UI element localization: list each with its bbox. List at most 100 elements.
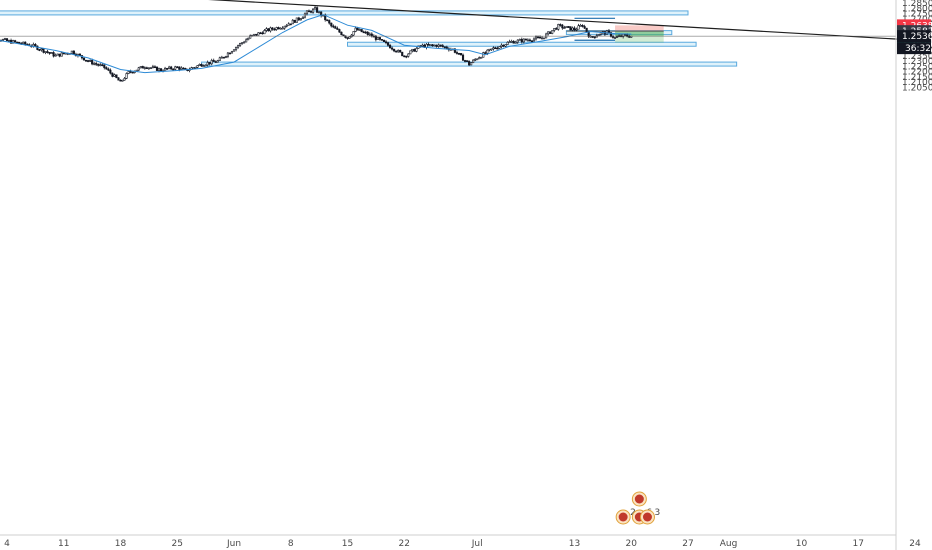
candle[interactable] bbox=[129, 71, 132, 73]
candle[interactable] bbox=[433, 44, 436, 47]
candle[interactable] bbox=[502, 44, 505, 47]
candle[interactable] bbox=[301, 16, 304, 19]
candle[interactable] bbox=[435, 44, 438, 47]
candle[interactable] bbox=[84, 59, 88, 62]
candle[interactable] bbox=[571, 27, 574, 31]
candle[interactable] bbox=[484, 52, 487, 54]
candle[interactable] bbox=[241, 42, 244, 44]
candle[interactable] bbox=[488, 48, 491, 51]
candle[interactable] bbox=[461, 54, 465, 61]
candle[interactable] bbox=[384, 41, 388, 44]
candle[interactable] bbox=[421, 44, 424, 47]
candle[interactable] bbox=[378, 37, 381, 40]
candle[interactable] bbox=[230, 50, 234, 54]
candle[interactable] bbox=[166, 67, 169, 70]
candle[interactable] bbox=[409, 50, 412, 55]
candle[interactable] bbox=[466, 60, 469, 62]
candle[interactable] bbox=[512, 40, 515, 44]
candle[interactable] bbox=[208, 62, 211, 65]
candle[interactable] bbox=[468, 61, 471, 66]
candle[interactable] bbox=[496, 47, 499, 50]
candle[interactable] bbox=[157, 68, 161, 71]
candle[interactable] bbox=[214, 61, 217, 63]
candle[interactable] bbox=[522, 38, 525, 43]
candle[interactable] bbox=[532, 38, 536, 42]
candle[interactable] bbox=[58, 53, 61, 57]
candle[interactable] bbox=[101, 64, 104, 67]
candle[interactable] bbox=[145, 67, 148, 69]
candle[interactable] bbox=[89, 60, 92, 62]
candle[interactable] bbox=[474, 58, 477, 61]
candle[interactable] bbox=[182, 67, 185, 70]
candle[interactable] bbox=[314, 7, 317, 10]
candle[interactable] bbox=[587, 31, 590, 37]
candle[interactable] bbox=[159, 68, 163, 72]
candle[interactable] bbox=[628, 36, 631, 38]
candle[interactable] bbox=[82, 57, 86, 61]
candle[interactable] bbox=[305, 10, 309, 15]
candle[interactable] bbox=[551, 30, 554, 34]
candle[interactable] bbox=[494, 47, 497, 50]
candle[interactable] bbox=[366, 31, 369, 35]
candle[interactable] bbox=[259, 32, 262, 35]
candle[interactable] bbox=[340, 31, 343, 36]
candle[interactable] bbox=[413, 48, 416, 52]
candle[interactable] bbox=[155, 66, 159, 71]
candle[interactable] bbox=[224, 56, 227, 58]
candle[interactable] bbox=[589, 36, 592, 38]
candle[interactable] bbox=[463, 60, 467, 62]
candle[interactable] bbox=[472, 59, 475, 63]
candle[interactable] bbox=[249, 35, 252, 39]
candle[interactable] bbox=[70, 50, 73, 54]
candle[interactable] bbox=[549, 31, 552, 34]
candle[interactable] bbox=[457, 52, 461, 55]
candle[interactable] bbox=[285, 25, 288, 27]
candle[interactable] bbox=[407, 53, 410, 57]
candle[interactable] bbox=[109, 69, 112, 74]
trendline[interactable] bbox=[4, 0, 932, 42]
candle[interactable] bbox=[563, 27, 566, 29]
moving-average-line[interactable] bbox=[0, 14, 632, 74]
candle[interactable] bbox=[427, 43, 430, 46]
candle[interactable] bbox=[283, 25, 286, 29]
support-resistance-zone[interactable] bbox=[0, 10, 689, 16]
candle[interactable] bbox=[514, 41, 517, 44]
candle[interactable] bbox=[405, 55, 408, 58]
candle[interactable] bbox=[401, 51, 404, 57]
candle[interactable] bbox=[561, 24, 564, 29]
candle[interactable] bbox=[16, 41, 19, 44]
candle[interactable] bbox=[500, 44, 503, 47]
candle[interactable] bbox=[127, 71, 130, 74]
candle[interactable] bbox=[536, 36, 540, 39]
candle[interactable] bbox=[151, 66, 154, 69]
candle[interactable] bbox=[393, 48, 396, 52]
calendar-event-icon[interactable] bbox=[631, 491, 647, 507]
candle[interactable] bbox=[557, 24, 560, 30]
candle[interactable] bbox=[403, 55, 406, 58]
candle[interactable] bbox=[99, 64, 102, 67]
candle[interactable] bbox=[184, 68, 187, 70]
candle[interactable] bbox=[415, 48, 418, 52]
candle[interactable] bbox=[97, 64, 100, 66]
candle[interactable] bbox=[508, 41, 511, 43]
candle[interactable] bbox=[232, 49, 236, 52]
candle[interactable] bbox=[279, 27, 282, 30]
candle[interactable] bbox=[42, 48, 45, 53]
candle[interactable] bbox=[613, 37, 617, 39]
candle[interactable] bbox=[32, 44, 35, 47]
candle[interactable] bbox=[253, 33, 256, 36]
candle[interactable] bbox=[553, 28, 556, 31]
candle[interactable] bbox=[299, 18, 302, 21]
take-profit-area[interactable] bbox=[615, 36, 664, 43]
candle[interactable] bbox=[275, 27, 278, 30]
candle[interactable] bbox=[206, 62, 209, 66]
candle[interactable] bbox=[342, 34, 345, 37]
candle[interactable] bbox=[581, 25, 584, 27]
candle[interactable] bbox=[567, 26, 570, 28]
candle[interactable] bbox=[577, 25, 580, 30]
candle[interactable] bbox=[362, 31, 365, 34]
candle[interactable] bbox=[149, 67, 152, 70]
candle[interactable] bbox=[476, 58, 479, 61]
candle[interactable] bbox=[95, 63, 98, 65]
candle[interactable] bbox=[192, 67, 195, 69]
